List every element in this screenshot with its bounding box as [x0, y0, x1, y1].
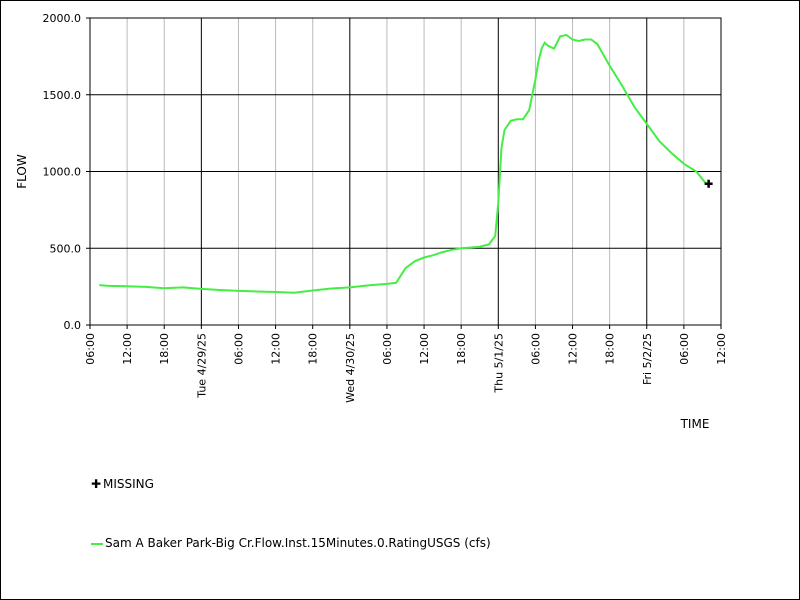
x-tick-label: 06:00	[529, 333, 542, 365]
x-tick-label: 18:00	[158, 333, 171, 365]
x-tick-label: 12:00	[121, 333, 134, 365]
legend-missing-label: MISSING	[103, 477, 154, 491]
plot-area: 0.0 500.0 1000.0 1500.0 2000.0 06:00 12:00 18:0…	[15, 12, 728, 431]
missing-marker	[704, 179, 713, 188]
x-tick-label: 06:00	[678, 333, 691, 365]
y-tick-label: 500.0	[50, 242, 82, 255]
x-tick-label: 18:00	[307, 333, 320, 365]
x-tick-label: 06:00	[84, 333, 97, 365]
x-tick-label: Tue 4/29/25	[195, 333, 208, 399]
line-marker-icon	[91, 542, 103, 545]
x-tick-label: 18:00	[604, 333, 617, 365]
y-tick-label: 1500.0	[43, 89, 82, 102]
y-tick-label: 1000.0	[43, 166, 82, 179]
x-tick-label: 06:00	[232, 333, 245, 365]
legend-series: Sam A Baker Park-Big Cr.Flow.Inst.15Minu…	[91, 536, 491, 550]
plot-border	[89, 17, 722, 326]
x-tick-label: 06:00	[381, 333, 394, 365]
x-tick-label: 18:00	[455, 333, 468, 365]
series-line	[99, 33, 707, 294]
y-axis-title: FLOW	[15, 154, 29, 189]
x-tick-label: Thu 5/1/25	[492, 333, 505, 394]
x-tick-label: 12:00	[715, 333, 728, 365]
x-tick-label: 12:00	[567, 333, 580, 365]
x-tick-label: 12:00	[270, 333, 283, 365]
x-axis-title: TIME	[680, 417, 710, 431]
plus-marker-icon: ✚	[91, 477, 102, 491]
x-tick-label: Fri 5/2/25	[641, 333, 654, 385]
x-tick-label: Wed 4/30/25	[344, 333, 357, 403]
y-tick-label: 0.0	[64, 319, 82, 332]
x-tick-label: 12:00	[418, 333, 431, 365]
legend-missing: ✚ MISSING	[91, 477, 154, 491]
y-tick-label: 2000.0	[43, 12, 82, 25]
legend-series-label: Sam A Baker Park-Big Cr.Flow.Inst.15Minu…	[105, 536, 491, 550]
